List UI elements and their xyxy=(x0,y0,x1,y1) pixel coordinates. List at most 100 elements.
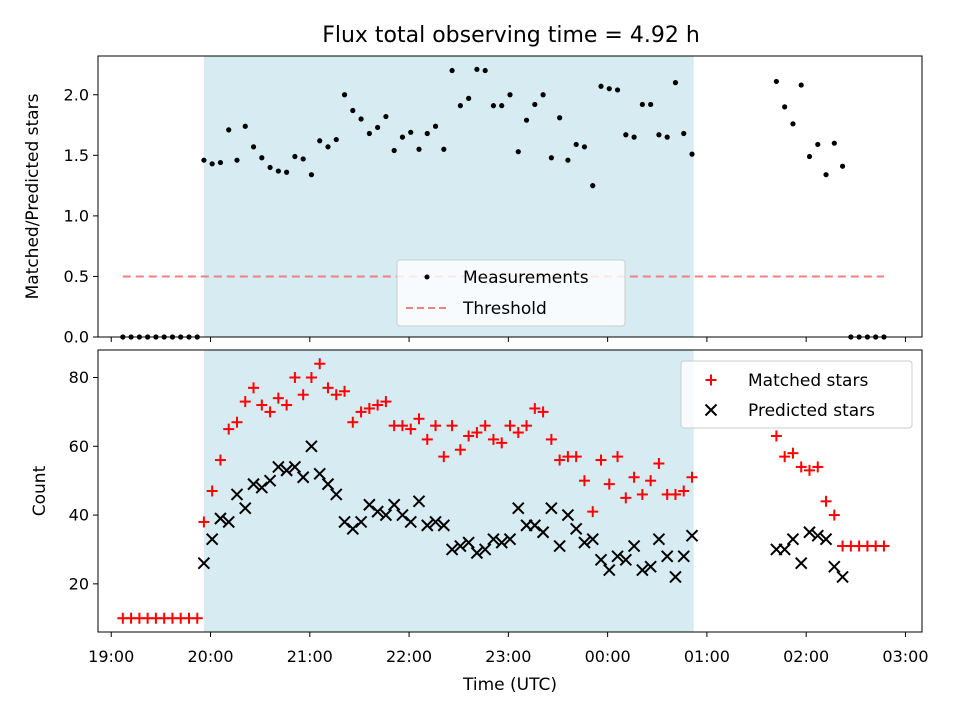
top-x-axis-ticks xyxy=(110,337,906,342)
matched-star-point xyxy=(363,402,375,414)
matched-star-point xyxy=(256,399,268,411)
cross-stroke-b xyxy=(811,529,824,542)
cross-stroke-b xyxy=(330,488,343,501)
cross-stroke-b xyxy=(338,515,351,529)
measurement-point xyxy=(399,134,406,140)
measurement-point xyxy=(507,92,513,98)
cross-stroke-b xyxy=(594,553,608,566)
measurements-series xyxy=(120,66,887,340)
matched-star-point xyxy=(206,485,218,497)
predicted-star-point xyxy=(296,471,310,484)
measurement-point xyxy=(375,124,381,131)
predicted-star-point xyxy=(205,532,219,546)
x-tick-label: 22:00 xyxy=(386,647,432,666)
predicted-star-point xyxy=(470,546,484,560)
matched-star-point xyxy=(430,420,442,432)
measurement-point xyxy=(815,141,821,148)
matched-star-point xyxy=(803,464,815,476)
predicted-star-point xyxy=(795,557,808,570)
cross-stroke-b xyxy=(487,532,500,546)
bottom-x-axis-ticks: 19:00 20:00 21:00 22:00 23:00 00:00 01:00 02:00… xyxy=(88,632,929,666)
y-tick-label: 1.0 xyxy=(64,206,89,225)
cross-stroke-b xyxy=(545,501,558,515)
matched-star-point xyxy=(463,430,475,442)
y-tick-label: 20 xyxy=(69,574,89,593)
measurement-point xyxy=(623,132,629,138)
cross-stroke-b xyxy=(828,560,841,573)
measurement-point xyxy=(474,66,480,72)
matched-star-point xyxy=(355,406,367,418)
measurement-point xyxy=(242,123,248,129)
predicted-star-point xyxy=(578,536,591,549)
matched-star-point xyxy=(645,475,657,487)
legend-marker-predicted-stars xyxy=(704,403,718,417)
measurement-point xyxy=(523,117,530,123)
measurement-point xyxy=(831,140,837,146)
matched-star-point xyxy=(545,433,557,445)
measurement-point xyxy=(672,80,679,86)
matched-star-point xyxy=(264,406,276,418)
cross-stroke-b xyxy=(478,543,492,556)
predicted-star-point xyxy=(305,440,318,453)
matched-star-point xyxy=(396,420,408,432)
matched-star-point xyxy=(612,451,624,463)
measurement-point xyxy=(209,161,215,167)
legend-label-matched-stars: Matched stars xyxy=(748,371,868,391)
predicted-star-point xyxy=(545,501,558,515)
x-tick-label: 19:00 xyxy=(88,647,134,666)
matched-star-point xyxy=(512,427,524,439)
predicted-star-point xyxy=(354,515,368,529)
cross-stroke-b xyxy=(214,512,227,525)
cross-stroke-b xyxy=(778,543,791,556)
predicted-star-point xyxy=(619,553,633,566)
measurement-point xyxy=(424,130,430,137)
measurement-point xyxy=(341,92,348,98)
cross-stroke-b xyxy=(603,563,616,577)
measurement-point xyxy=(656,132,662,138)
matched-star-point xyxy=(413,413,425,425)
cross-stroke-b xyxy=(429,515,442,529)
matched-star-point xyxy=(686,471,698,483)
matched-star-point xyxy=(421,433,433,445)
measurement-point xyxy=(234,157,240,163)
cross-stroke-b xyxy=(470,546,484,560)
bottom-y-axis-label: Count xyxy=(30,465,50,516)
matched-star-point xyxy=(330,389,342,401)
matched-star-point xyxy=(380,396,392,408)
measurement-point xyxy=(565,157,571,163)
measurement-point xyxy=(449,67,455,74)
y-tick-label: 1.5 xyxy=(64,146,89,165)
measurement-point xyxy=(515,149,521,155)
cross-stroke-b xyxy=(836,570,849,584)
matched-star-point xyxy=(878,540,890,552)
measurement-point xyxy=(540,92,546,98)
matched-star-point xyxy=(828,509,840,521)
legend-label-measurements: Measurements xyxy=(463,268,589,288)
measurement-point xyxy=(333,136,339,143)
top-legend: Measurements Threshold xyxy=(396,259,626,327)
cross-stroke-b xyxy=(222,515,235,529)
predicted-star-point xyxy=(429,515,442,529)
matched-star-point xyxy=(347,416,359,428)
y-tick-label: 40 xyxy=(69,506,89,525)
predicted-star-point xyxy=(437,519,451,532)
matched-star-point xyxy=(471,427,483,439)
y-tick-label: 80 xyxy=(69,368,89,387)
measurement-point xyxy=(366,130,372,137)
cross-stroke-b xyxy=(627,539,641,553)
cross-stroke-b xyxy=(495,536,508,549)
measurement-point xyxy=(790,121,796,127)
predicted-star-point xyxy=(586,532,599,546)
predicted-star-point xyxy=(379,508,393,522)
measurement-point xyxy=(606,86,612,92)
matched-star-point xyxy=(339,385,351,397)
measurement-point xyxy=(482,67,488,74)
cross-stroke-b xyxy=(247,477,260,491)
cross-stroke-b xyxy=(611,550,624,563)
matched-star-point xyxy=(578,475,590,487)
y-tick-label: 2.0 xyxy=(64,85,89,104)
matched-star-point xyxy=(795,461,807,473)
cross-stroke-b xyxy=(239,501,252,515)
matched-star-point xyxy=(770,430,782,442)
measurement-point xyxy=(490,103,497,109)
